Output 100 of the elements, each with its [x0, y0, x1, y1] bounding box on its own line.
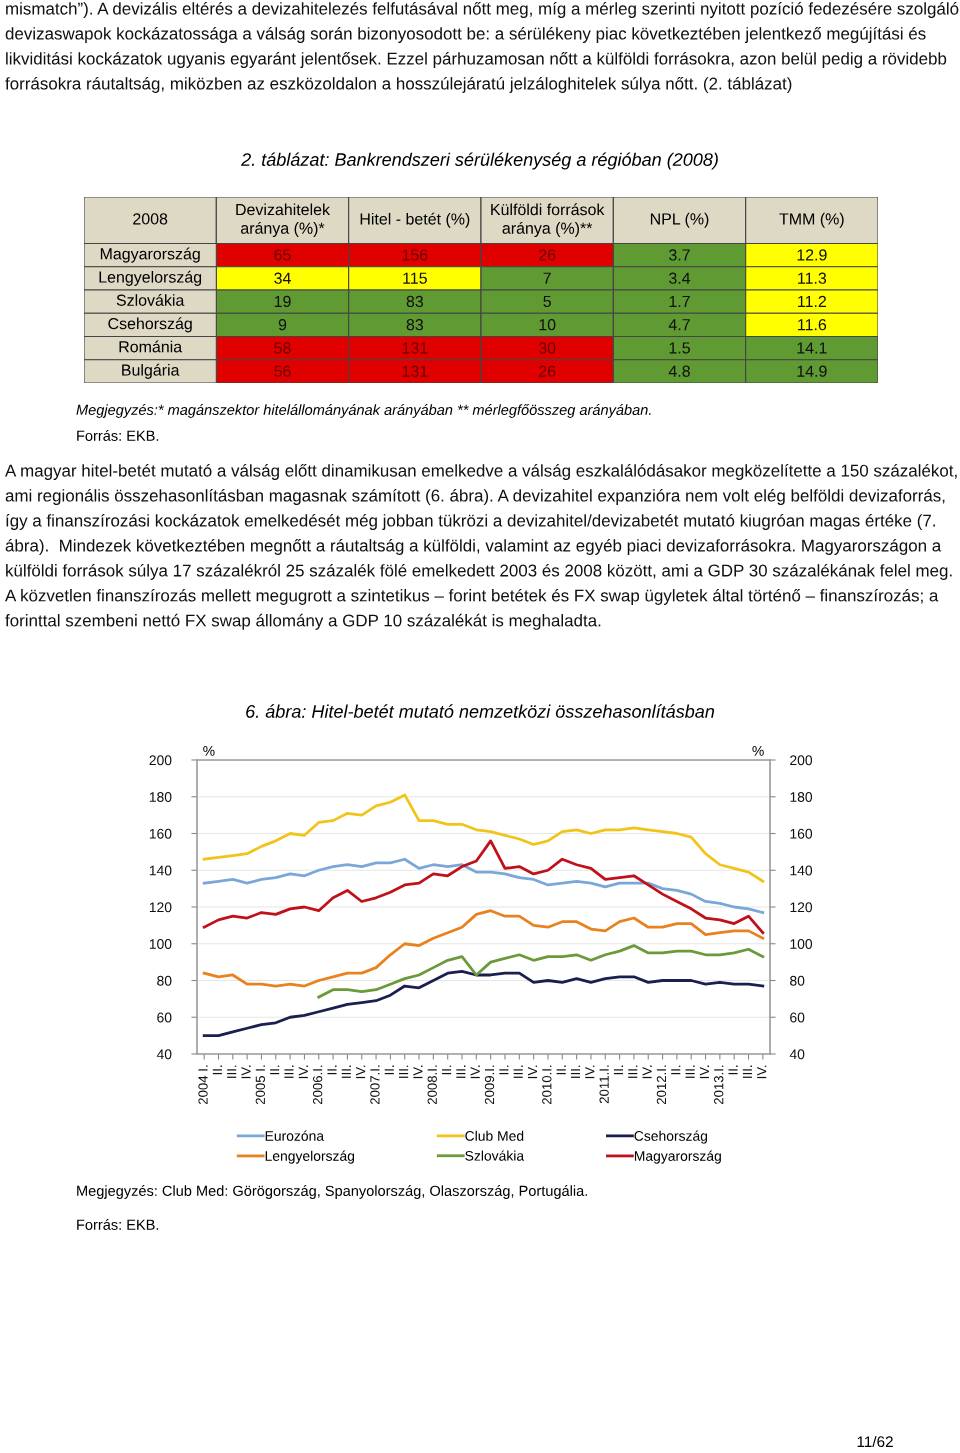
chart-title: 2. táblázat: Bankrendszeri sérülékenység a régióban (2008)	[241, 152, 718, 170]
y-tick-label: Lengyelország	[99, 270, 202, 286]
y2-tick-label: 140	[790, 865, 813, 876]
data-label: 26	[539, 365, 556, 377]
x-tick-label: III.	[685, 1065, 695, 1078]
data-label: 26	[539, 249, 556, 261]
y-tick-label: Románia	[119, 340, 183, 353]
line-series	[317, 944, 765, 999]
data-label: 11.3	[798, 272, 827, 284]
text: Megjegyzés: Club Med: Görögország, Spanyolország, Olaszország, Portugália.	[77, 1185, 587, 1199]
x-tick-label: IV.	[757, 1065, 767, 1079]
y-tick-label: Magyarország	[100, 247, 200, 263]
y-tick-label: 160	[149, 828, 172, 839]
x-tick-label: II.	[613, 1065, 623, 1075]
x-tick-label: IV.	[356, 1065, 366, 1079]
x-tick-label: IV.	[241, 1065, 251, 1079]
x-tick-label: IV.	[699, 1065, 709, 1079]
text: 11/62	[857, 1435, 893, 1448]
data-label: 131	[402, 365, 428, 377]
x-tick-label: II.	[671, 1065, 681, 1075]
text: Forrás: EKB.	[77, 430, 159, 441]
chart-title: 6. ábra: Hitel-betét mutató nemzetközi összehasonlításban	[246, 704, 715, 718]
x-tick-label: II.	[556, 1065, 566, 1075]
text: A magyar hitel-betét mutató a válság előtt dinamikusan emelkedve a válság eszkalálódásakor megközelítette a 150 százalékot, ami regionális összehasonlításban magasnak számított (6. ábra). A devizahitel expanzióra nem volt elég belföldi devizaforrás, így a finanszírozási kockázatok emelkedését még jobban tükrözi a devizahitel/devizabetét mutató kiugróan magas értéke (7. ábra). Mindezek következtében megnőtt a ráutaltság a külföldi, valamint az egyéb piaci devizaforrásokra. Magyarországon a külföldi források súlya 17 százalékról 25 százalék fölé emelkedett 2003 és 2008 között, ami a GDP 30 százalékának felel meg. A közvetlen finanszírozás mellett megugrott a szintetikus – forint betétek és FX swap ügyletek által történő – finanszírozás; a forinttal szembeni nettó FX swap állomány a GDP 10 százalékát is meghaladta.	[5, 464, 957, 630]
y2-axis-title: %	[752, 746, 764, 756]
y2-tick-label: 60	[790, 1012, 805, 1023]
x-tick-label: 2007.I.	[370, 1065, 380, 1105]
x-tick-label: 2005 I.	[255, 1065, 265, 1105]
data-label: 30	[538, 342, 556, 354]
y-axis-title: %	[203, 746, 215, 756]
line-series	[202, 969, 765, 1038]
line-series	[202, 857, 765, 914]
data-label: 19	[274, 295, 291, 308]
x-tick-label: III.	[628, 1065, 638, 1078]
x-tick-label: III.	[742, 1065, 752, 1078]
x-tick-label: III.	[513, 1065, 523, 1078]
x-tick-label: III.	[399, 1065, 409, 1078]
y2-tick-label: 120	[790, 902, 813, 913]
y-tick-label: 120	[149, 902, 172, 913]
x-tick-label: 2010.I.	[542, 1065, 552, 1105]
data-label: 11.6	[798, 319, 827, 331]
x-tick-label: 2011.I.	[599, 1065, 609, 1104]
x-tick-label: NPL (%)	[650, 212, 709, 228]
x-tick-label: II.	[442, 1065, 452, 1075]
data-label: 4.8	[668, 365, 690, 377]
y-tick-label: 40	[156, 1049, 172, 1060]
y-tick-label: 60	[157, 1012, 172, 1023]
data-label: 12.9	[797, 249, 827, 261]
x-tick-label: III.	[570, 1065, 581, 1078]
data-label: 4.7	[668, 319, 690, 331]
data-label: 131	[402, 342, 428, 354]
x-tick-label: II.	[270, 1065, 280, 1075]
x-tick-label: Külföldi források aránya (%)**	[491, 203, 605, 237]
data-label: 65	[274, 249, 291, 261]
text: Megjegyzés:* magánszektor hitelállományának arányában ** mérlegfőösszeg arányában.	[76, 404, 651, 418]
data-label: 115	[403, 272, 427, 284]
legend-label: Magyarország	[634, 1150, 721, 1164]
data-label: 83	[406, 319, 424, 331]
data-label: 58	[274, 342, 291, 354]
y-tick-label: 100	[149, 939, 172, 949]
y2-tick-label: 80	[790, 975, 805, 986]
x-tick-label: III.	[456, 1065, 466, 1078]
legend-label: Szlovákia	[465, 1150, 525, 1161]
x-tick-label: 2008.I.	[427, 1065, 437, 1105]
y-tick-label: Csehország	[108, 317, 192, 333]
line-series	[202, 793, 765, 883]
x-tick-label: II.	[384, 1065, 394, 1075]
y-tick-label: 80	[157, 975, 172, 986]
data-label: 7	[543, 272, 551, 284]
data-label: 1.7	[669, 295, 690, 307]
x-tick-label: III.	[227, 1065, 237, 1078]
y-tick-label: 180	[149, 792, 172, 802]
y2-tick-label: 100	[790, 939, 813, 949]
x-tick-label: IV.	[642, 1065, 652, 1079]
data-label: 1.5	[669, 342, 690, 354]
y-tick-label: 200	[149, 755, 172, 766]
line-series	[202, 839, 765, 935]
y2-tick-label: 200	[790, 755, 813, 766]
legend-label: Csehország	[634, 1130, 708, 1144]
x-tick-label: Devizahitelek aránya (%)*	[236, 203, 331, 237]
x-tick-label: IV.	[585, 1065, 595, 1079]
x-tick-label: III.	[284, 1065, 294, 1078]
x-tick-label: II.	[327, 1065, 337, 1075]
x-tick-label: IV.	[413, 1065, 423, 1079]
data-label: 3.4	[669, 272, 691, 284]
x-tick-label: TMM (%)	[779, 212, 844, 228]
data-label: 9	[278, 319, 287, 331]
text: mismatch”). A devizális eltérés a devizahitelezés felfutásával nőtt meg, míg a mérleg szerinti nyitott pozíció fedezésére szolgáló devizaswapok kockázatossága a válság során bizonyosodott be: a sérülékeny piac következtében jelentkező megújítási és likviditási kockázatok ugyanis egyaránt jelentősek. Ezzel párhuzamosan nőtt a külföldi forrásokra, azon belül pedig a rövidebb forrásokra ráutaltság, miközben az eszközoldalon a hosszúlejáratú jelzáloghitelek súlya nőtt. (2. táblázat)	[5, 2, 959, 93]
data-label: 3.7	[669, 249, 690, 261]
line-series	[202, 909, 765, 988]
text: Forrás: EKB.	[77, 1219, 159, 1230]
x-tick-label: IV.	[470, 1065, 480, 1079]
y-tick-label: 140	[149, 865, 172, 876]
data-label: 11.2	[798, 295, 826, 307]
x-tick-label: III.	[341, 1065, 351, 1078]
x-tick-label: II.	[499, 1065, 509, 1075]
y-tick-label: Bulgária	[122, 363, 180, 379]
x-tick-label: 2006.I.	[312, 1065, 323, 1105]
x-tick-label: 2012.I.	[656, 1065, 667, 1105]
x-tick-label: II.	[728, 1065, 738, 1075]
